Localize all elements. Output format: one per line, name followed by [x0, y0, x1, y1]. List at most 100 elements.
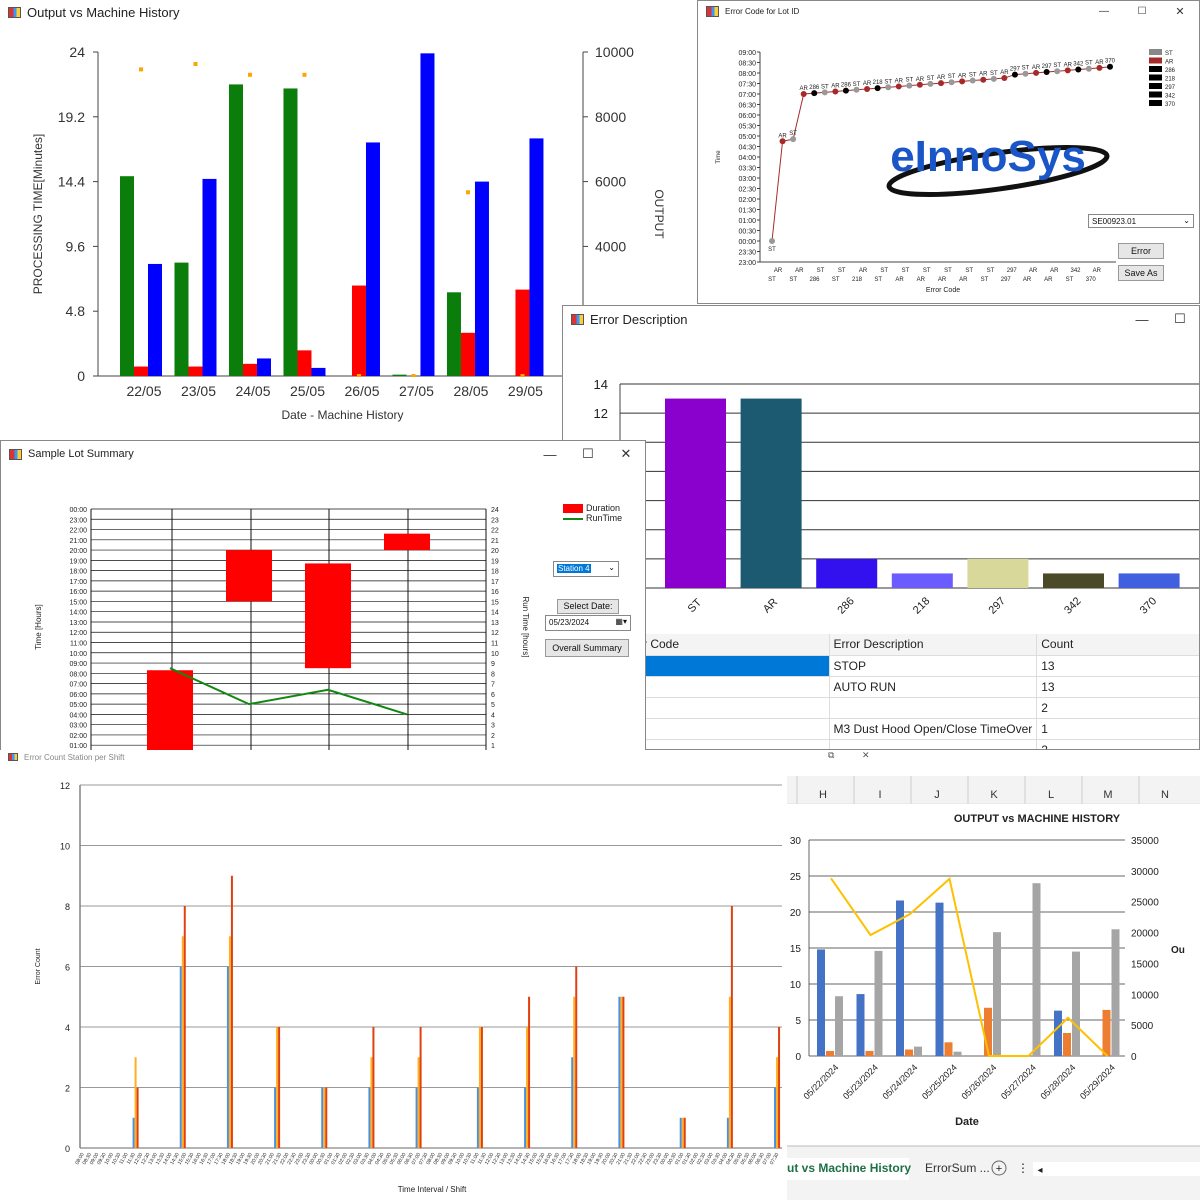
y-tick-label: 04:30	[738, 145, 756, 152]
bar	[351, 285, 366, 376]
x-tick-label: 01:30	[681, 1152, 693, 1166]
x-tick-label: 12:00	[484, 1152, 496, 1166]
x-tick-label: 18:00	[572, 1152, 584, 1166]
y-tick-label: 00:00	[738, 239, 756, 246]
bar	[984, 1007, 992, 1056]
legend-swatch	[1149, 91, 1162, 98]
cell[interactable]	[829, 739, 1038, 749]
minimize-button[interactable]: —	[543, 446, 557, 462]
close-button[interactable]: ✕	[1175, 5, 1185, 18]
y2-tick-label: 4000	[595, 238, 626, 254]
table-row[interactable]: 2	[639, 739, 1199, 749]
save-as-button[interactable]: Save As	[1118, 265, 1164, 281]
x-tick-label: 06:00	[396, 1152, 408, 1166]
close-button[interactable]: ✕	[862, 750, 870, 760]
x-tick-label: 07:00	[762, 1152, 774, 1166]
bar	[665, 398, 726, 588]
bar	[228, 936, 231, 1148]
duration-bar	[226, 550, 272, 602]
date-picker[interactable]: 05/23/2024 ▦▾	[545, 615, 631, 631]
y2-tick-label: 6	[491, 692, 495, 699]
table-row[interactable]: STOP 13	[639, 655, 1199, 677]
table-row[interactable]: M3 Dust Hood Open/Close TimeOver 1	[639, 718, 1199, 740]
error-button[interactable]: Error	[1118, 243, 1164, 259]
y-tick-label: 06:00	[69, 692, 87, 699]
chevron-down-icon: ⌄	[608, 563, 615, 572]
y-tick-label: 05:00	[738, 134, 756, 141]
title-bar: Output vs Machine History	[0, 0, 700, 24]
maximize-button[interactable]: ☐	[1137, 5, 1147, 17]
x-tick-label: ST	[768, 277, 776, 283]
y2-tick-label: 30000	[1131, 867, 1159, 878]
data-point	[1043, 69, 1050, 76]
y-tick-label: 15:00	[69, 599, 87, 606]
maximize-button[interactable]: ☐	[1174, 311, 1186, 326]
lot-id-select[interactable]: SE00923.01 ⌄	[1088, 214, 1194, 228]
app-icon	[706, 5, 719, 17]
cell[interactable]: 1	[1036, 718, 1199, 740]
x-tick-label: AR	[1050, 268, 1059, 274]
x-tick-label: 01:00	[323, 1152, 335, 1166]
close-button[interactable]: ✕	[620, 446, 632, 461]
cell[interactable]: 13	[1036, 655, 1199, 677]
bar	[136, 1087, 139, 1148]
data-point	[969, 77, 976, 84]
y-tick-label: 08:00	[69, 671, 87, 678]
table-row[interactable]: AUTO RUN 13	[639, 676, 1199, 698]
y-tick-label: 25	[790, 872, 802, 883]
x-tick-label: ST	[944, 268, 952, 274]
bar	[1043, 573, 1104, 588]
cell[interactable]: 2	[1036, 739, 1199, 749]
cell[interactable]	[639, 739, 830, 749]
cell[interactable]: 2	[1036, 697, 1199, 719]
bar	[778, 1027, 781, 1148]
overall-summary-button[interactable]: Overall Summary	[545, 639, 629, 657]
x-tick-label: 12:30	[491, 1152, 503, 1166]
bar	[817, 949, 825, 1056]
y2-axis-label: OUTPUT	[652, 189, 666, 239]
y2-tick-label: 13	[491, 620, 499, 627]
col-count[interactable]: Count	[1036, 634, 1199, 656]
x-tick-label: 11:30	[126, 1152, 137, 1166]
cell[interactable]: M3 Dust Hood Open/Close TimeOver	[829, 718, 1038, 740]
cell[interactable]	[639, 697, 830, 719]
output-vs-machine-history-window: Output vs Machine History 24 19.2 14.4 9.6 4…	[0, 0, 700, 440]
x-tick-label: 297	[1001, 277, 1012, 283]
x-tick-label: 08:00	[425, 1152, 437, 1166]
point-label: AR	[778, 133, 787, 139]
x-tick-label: 15:30	[184, 1152, 196, 1166]
y-tick-label: 10	[60, 842, 70, 852]
cell[interactable]	[639, 655, 830, 677]
legend-swatch	[563, 504, 583, 513]
maximize-button[interactable]: ⧉	[828, 750, 835, 760]
cell[interactable]: 13	[1036, 676, 1199, 698]
minimize-button[interactable]: —	[1099, 5, 1109, 17]
error-table: r Code Error Description Count STOP 13 AU…	[639, 634, 1199, 749]
minimize-button[interactable]: —	[1135, 311, 1149, 327]
cell[interactable]: AUTO RUN	[829, 676, 1038, 698]
cell[interactable]: STOP	[829, 655, 1038, 677]
maximize-button[interactable]: ☐	[582, 446, 594, 461]
x-tick-label: 17:30	[213, 1152, 225, 1166]
bar	[524, 1087, 527, 1148]
y-tick-label: 2	[65, 1084, 70, 1094]
cell[interactable]	[639, 676, 830, 698]
col-error-code[interactable]: r Code	[639, 634, 830, 656]
bar	[226, 966, 229, 1148]
cell[interactable]	[829, 697, 1038, 719]
table-row[interactable]: 2	[639, 697, 1199, 719]
column-header: K	[990, 789, 998, 801]
cell[interactable]	[639, 718, 830, 740]
bar	[1032, 883, 1041, 1056]
bar	[278, 1027, 281, 1148]
y-tick-label: 19:00	[69, 558, 87, 565]
col-error-description[interactable]: Error Description	[829, 634, 1038, 656]
data-point	[800, 91, 807, 97]
bar	[415, 1087, 418, 1148]
error-code-window: Error Code for Lot ID — ☐ ✕ 09:00 08:30 08…	[697, 0, 1200, 304]
station-select[interactable]: Station 4 ⌄	[553, 561, 619, 577]
bar	[683, 1117, 686, 1148]
calendar-icon[interactable]: ▦▾	[615, 617, 627, 626]
logo-text: eInnoSys	[890, 132, 1086, 181]
bar	[478, 1027, 481, 1148]
